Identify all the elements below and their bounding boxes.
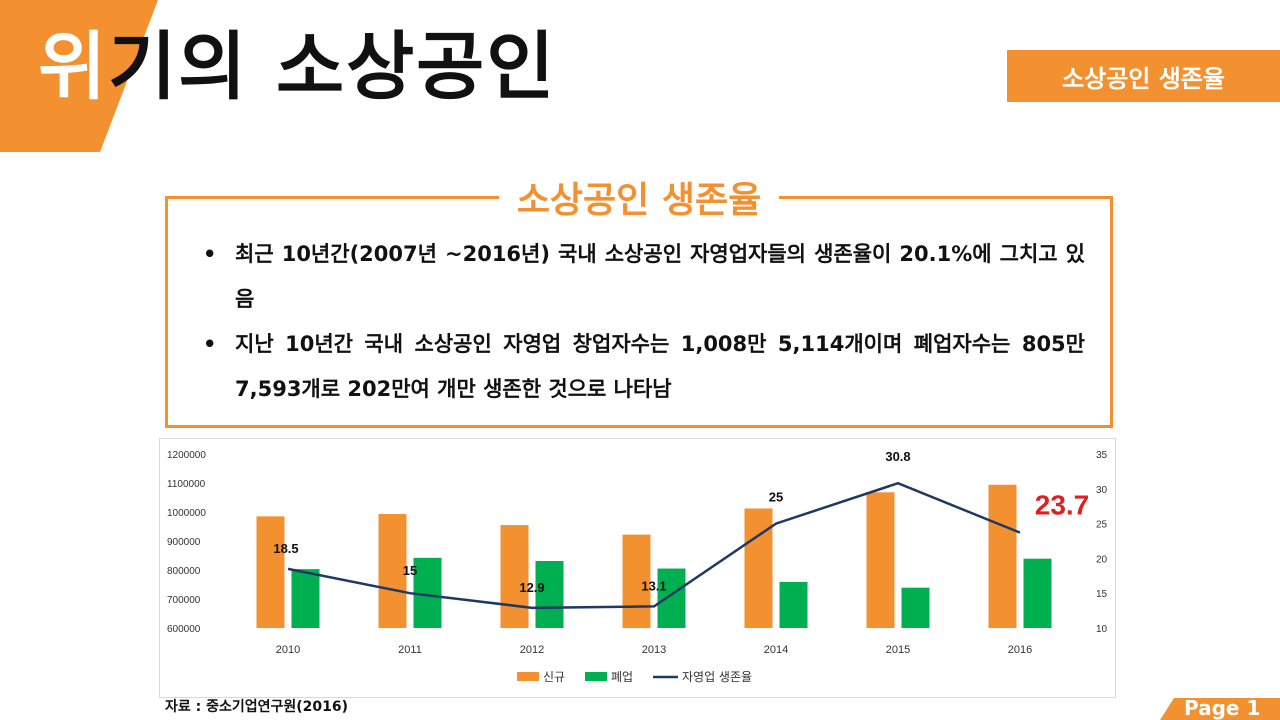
survival-chart: 600000 700000 800000 900000 1000000 1100000 12… (159, 438, 1116, 698)
bar-closed (901, 587, 930, 628)
data-label-survival: 13.1 (641, 578, 666, 593)
corner-accent-shape (0, 0, 158, 152)
data-label-survival: 30.8 (885, 449, 910, 464)
page-indicator: Page 1 (1160, 696, 1280, 720)
page-title-first-char: 위 (38, 24, 109, 110)
x-tick-label: 2012 (520, 644, 544, 656)
y-left-tick-label: 1100000 (167, 479, 206, 490)
bar-closed (413, 557, 442, 628)
bar-new (622, 534, 651, 628)
y-right-tick-label: 35 (1096, 450, 1108, 461)
data-label-survival: 25 (769, 490, 783, 505)
y-left-tick-label: 700000 (167, 595, 201, 606)
bar-closed (1023, 558, 1052, 628)
series-line-survival (287, 481, 1021, 610)
bar-new (378, 514, 407, 628)
x-tick-label: 2010 (276, 644, 300, 656)
bar-new (256, 516, 285, 628)
legend-swatch-new (517, 672, 539, 681)
summary-box-title: 소상공인 생존율 (499, 172, 779, 222)
bullet-item: 최근 10년간(2007년 ~2016년) 국내 소상공인 자영업자들의 생존율… (200, 232, 1085, 322)
y-right-tick-label: 15 (1096, 589, 1108, 600)
y-left-tick-label: 900000 (167, 537, 201, 548)
legend-swatch-closed (585, 672, 607, 681)
y-left-tick-label: 600000 (167, 624, 201, 635)
bullet-item: 지난 10년간 국내 소상공인 자영업 창업자수는 1,008만 5,114개이… (200, 322, 1085, 412)
x-tick-label: 2011 (398, 644, 422, 656)
legend-label-new: 신규 (543, 670, 565, 684)
bar-new (500, 525, 529, 628)
page-title: 위기의 소상공인 (38, 30, 556, 104)
bar-closed (535, 561, 564, 628)
bar-closed (657, 568, 686, 628)
bar-new (866, 492, 895, 628)
legend-label-closed: 폐업 (611, 670, 633, 684)
bar-new (744, 508, 773, 628)
y-right-tick-label: 30 (1096, 485, 1108, 496)
source-note: 자료 : 중소기업연구원(2016) (165, 699, 349, 715)
y-left-tick-label: 1200000 (167, 450, 206, 461)
page-title-rest: 기의 소상공인 (108, 24, 557, 110)
x-tick-label: 2014 (764, 644, 788, 656)
header-badge: 소상공인 생존율 (1007, 50, 1280, 102)
legend-label-survival: 자영업 생존율 (682, 670, 752, 684)
data-label-survival: 23.7 (1035, 490, 1090, 521)
data-label-survival: 18.5 (273, 541, 298, 556)
y-right-tick-label: 20 (1096, 554, 1108, 565)
data-label-survival: 12.9 (519, 580, 544, 595)
y-left-tick-label: 800000 (167, 566, 201, 577)
y-left-tick-label: 1000000 (167, 508, 206, 519)
bar-new (988, 484, 1017, 628)
y-right-tick-label: 25 (1096, 520, 1108, 531)
y-right-tick-label: 10 (1096, 624, 1108, 635)
summary-bullets: 최근 10년간(2007년 ~2016년) 국내 소상공인 자영업자들의 생존율… (200, 232, 1085, 412)
bar-closed (779, 581, 808, 628)
page-label: Page 1 (1184, 696, 1261, 720)
x-tick-label: 2016 (1008, 644, 1032, 656)
bar-closed (291, 569, 320, 628)
x-tick-label: 2015 (886, 644, 910, 656)
chart-svg: 600000 700000 800000 900000 1000000 1100000 12… (167, 449, 1108, 684)
x-tick-label: 2013 (642, 644, 666, 656)
data-label-survival: 15 (403, 563, 417, 578)
